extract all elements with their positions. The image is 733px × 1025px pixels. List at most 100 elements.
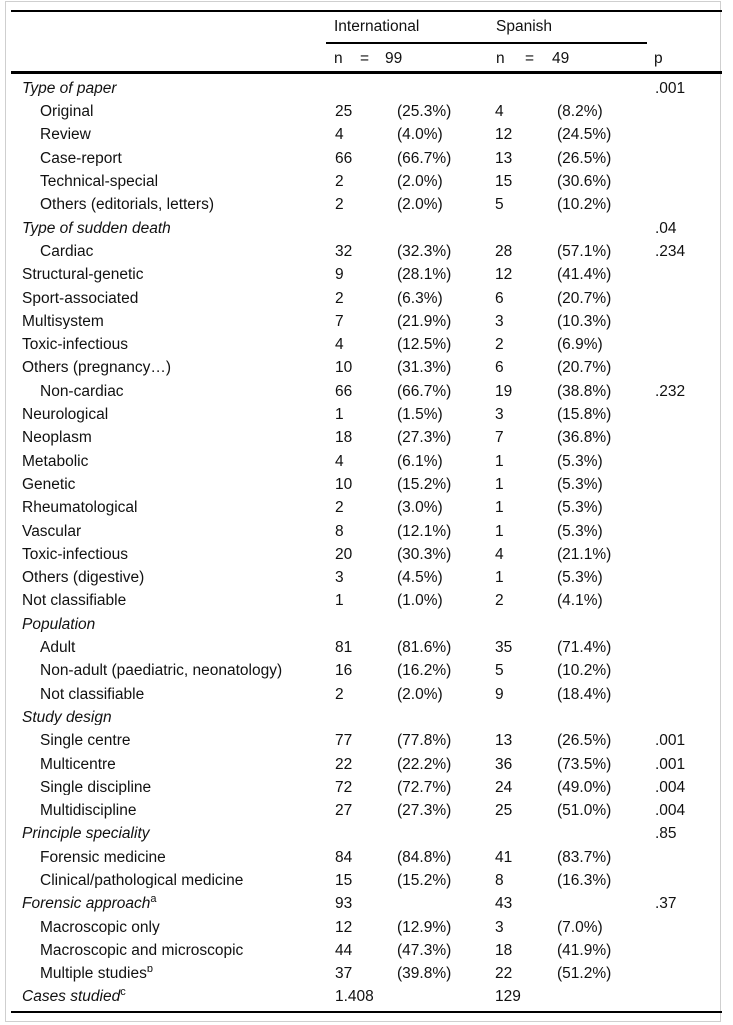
- international-percent: (31.3%): [397, 359, 452, 377]
- row-label: Vascular: [22, 523, 82, 540]
- row-label: Multisystem: [22, 313, 104, 330]
- international-percent: (25.3%): [397, 103, 452, 121]
- spanish-percent: (8.2%): [557, 103, 603, 121]
- international-n: 4: [335, 126, 344, 144]
- international-percent: (2.0%): [397, 685, 443, 703]
- row-label: Type of sudden death: [22, 220, 171, 237]
- row-label: Original: [40, 104, 94, 120]
- spanish-percent: (5.3%): [557, 499, 603, 517]
- table-row: Non-cardiac 66 (66.7%) 19 (38.8%) .232: [0, 380, 733, 403]
- table-bottom-rule: [11, 1011, 722, 1013]
- international-percent: (30.3%): [397, 545, 452, 563]
- table-row: Adult 81 (81.6%) 35 (71.4%): [0, 636, 733, 659]
- table-row: Forensic approacha 93 43 .37: [0, 892, 733, 915]
- international-n: 1: [335, 592, 344, 610]
- p-value: .234: [655, 242, 686, 260]
- p-column-header: p: [654, 50, 663, 67]
- international-n: 8: [335, 522, 344, 540]
- p-value: .232: [655, 382, 686, 400]
- international-percent: (15.2%): [397, 871, 452, 889]
- table-row: Population: [0, 613, 733, 636]
- spanish-n: 15: [495, 173, 513, 191]
- spanish-percent: (10.2%): [557, 196, 612, 214]
- spanish-percent: (51.2%): [557, 965, 612, 983]
- table-row: Review 4 (4.0%) 12 (24.5%): [0, 124, 733, 147]
- row-label: Single centre: [40, 733, 131, 749]
- international-n: 66: [335, 149, 353, 167]
- row-label: Others (editorials, letters): [40, 197, 214, 213]
- table-row: Multidiscipline 27 (27.3%) 25 (51.0%) .004: [0, 799, 733, 822]
- row-label: Population: [22, 616, 96, 633]
- spanish-n: 13: [495, 732, 513, 750]
- row-label: Type of paper: [22, 80, 117, 97]
- international-percent: (77.8%): [397, 732, 452, 750]
- spanish-percent: (18.4%): [557, 685, 612, 703]
- p-value: .004: [655, 802, 686, 820]
- spanish-n: 5: [495, 662, 504, 680]
- row-label: Cardiac: [40, 243, 94, 260]
- row-label: Toxic-infectious: [22, 546, 128, 563]
- table-row: Multisystem 7 (21.9%) 3 (10.3%): [0, 310, 733, 333]
- spanish-percent: (71.4%): [557, 639, 612, 657]
- spanish-n: 5: [495, 196, 504, 214]
- table-row: Clinical/pathological medicine 15 (15.2%) 8…: [0, 869, 733, 892]
- header-bottom-rule: [11, 71, 722, 74]
- table-row: Multiple studiesb 37 (39.8%) 22 (51.2%): [0, 962, 733, 985]
- row-label: Cases studiedc: [22, 989, 335, 1005]
- spanish-n: 13: [495, 149, 513, 167]
- spanish-percent: (26.5%): [557, 149, 612, 167]
- table-row: Macroscopic only 12 (12.9%) 3 (7.0%): [0, 916, 733, 939]
- international-n: 18: [335, 429, 353, 447]
- international-n: 44: [335, 941, 353, 959]
- international-percent: (32.3%): [397, 242, 452, 260]
- international-percent: (72.7%): [397, 778, 452, 796]
- row-label: Others (pregnancy…): [22, 360, 172, 376]
- equals-sign-international: =: [360, 50, 370, 67]
- international-n: 15: [335, 871, 353, 889]
- spanish-n: 43: [495, 895, 513, 913]
- international-n: 27: [335, 802, 353, 820]
- footnote-marker: b: [146, 966, 153, 976]
- spanish-percent: (6.9%): [557, 336, 603, 354]
- spanish-n: 19: [495, 382, 513, 400]
- spanish-n: 3: [495, 406, 504, 424]
- row-label: Rheumatological: [22, 500, 138, 516]
- spanish-n: 1: [495, 522, 504, 540]
- spanish-n: 2: [495, 592, 504, 610]
- spanish-n: 1: [495, 452, 504, 470]
- international-percent: (2.0%): [397, 173, 443, 191]
- spanish-percent: (10.3%): [557, 312, 612, 330]
- n-label-spanish: n: [496, 50, 505, 67]
- table-row: Cases studiedc 1.408 129: [0, 986, 733, 1009]
- spanish-percent: (5.3%): [557, 452, 603, 470]
- international-percent: (4.0%): [397, 126, 443, 144]
- spanish-n: 1: [495, 569, 504, 587]
- row-label: Non-adult (paediatric, neonatology): [40, 663, 283, 679]
- table-row: Principle speciality .85: [0, 823, 733, 846]
- table-row: Structural-genetic 9 (28.1%) 12 (41.4%): [0, 263, 733, 286]
- table-row: Cardiac 32 (32.3%) 28 (57.1%) .234: [0, 240, 733, 263]
- spanish-n: 4: [495, 545, 504, 563]
- spanish-n: 3: [495, 918, 504, 936]
- row-label: Sport-associated: [22, 290, 139, 307]
- spanish-percent: (20.7%): [557, 289, 612, 307]
- spanish-n: 12: [495, 126, 513, 144]
- international-percent: (6.3%): [397, 289, 443, 307]
- spanish-percent: (26.5%): [557, 732, 612, 750]
- international-percent: (66.7%): [397, 149, 452, 167]
- p-value: .001: [655, 79, 686, 97]
- table-row: Others (editorials, letters) 2 (2.0%) 5 (10.…: [0, 193, 733, 216]
- spanish-n: 25: [495, 802, 513, 820]
- row-label: Principle speciality: [22, 826, 150, 842]
- international-percent: (4.5%): [397, 569, 443, 587]
- row-label: Review: [40, 127, 91, 143]
- table-row: Macroscopic and microscopic 44 (47.3%) 18 (4…: [0, 939, 733, 962]
- table-row: Single centre 77 (77.8%) 13 (26.5%) .001: [0, 729, 733, 752]
- spanish-percent: (20.7%): [557, 359, 612, 377]
- international-n: 37: [335, 965, 353, 983]
- spanish-percent: (38.8%): [557, 382, 612, 400]
- table-row: Sport-associated 2 (6.3%) 6 (20.7%): [0, 287, 733, 310]
- international-percent: (22.2%): [397, 755, 452, 773]
- spanish-n: 36: [495, 755, 513, 773]
- table-row: Others (pregnancy…) 10 (31.3%) 6 (20.7%): [0, 357, 733, 380]
